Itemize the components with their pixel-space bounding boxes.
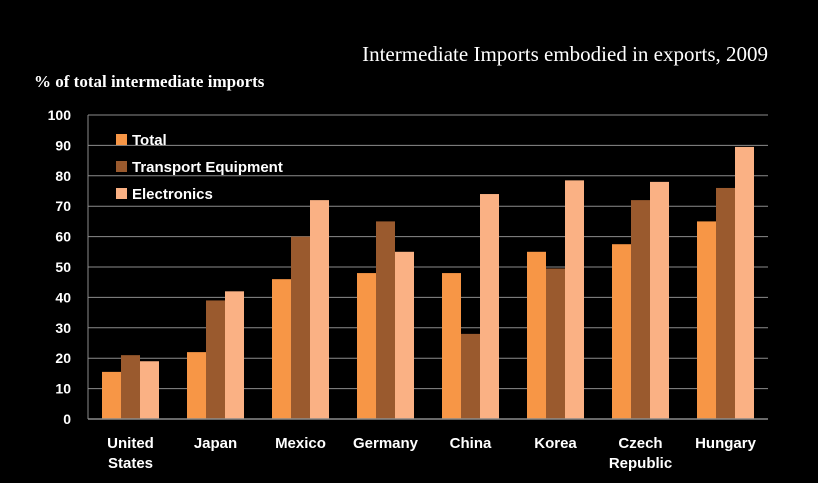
bar-transport-equipment-1: [206, 300, 225, 419]
chart-title: Intermediate Imports embodied in exports…: [362, 42, 768, 66]
bar-total-4: [442, 273, 461, 419]
y-axis-title: % of total intermediate imports: [34, 72, 265, 91]
bar-transport-equipment-3: [376, 221, 395, 419]
bar-transport-equipment-7: [716, 187, 735, 419]
bar-transport-equipment-4: [461, 333, 480, 419]
bar-transport-equipment-5: [546, 268, 565, 419]
x-tick-label: Hungary: [695, 435, 757, 452]
x-tick-label: Czech Republic: [609, 435, 672, 472]
legend-label: Electronics: [132, 186, 213, 203]
bar-total-6: [612, 244, 631, 419]
y-tick-label: 0: [63, 411, 71, 427]
x-tick-label: Mexico: [275, 435, 326, 452]
bar-electronics-7: [735, 146, 754, 420]
bars: [102, 146, 754, 420]
axes: [87, 115, 768, 420]
y-tick-label: 100: [48, 107, 72, 123]
bar-transport-equipment-0: [121, 355, 140, 419]
bar-total-7: [697, 221, 716, 419]
y-tick-label: 80: [55, 168, 71, 184]
legend-swatch: [116, 134, 127, 145]
x-tick-label: Germany: [353, 435, 419, 452]
y-tick-label: 90: [55, 137, 71, 153]
y-tick-label: 10: [55, 381, 71, 397]
x-tick-label: Korea: [534, 435, 577, 452]
bar-electronics-4: [480, 194, 499, 419]
y-tick-labels: 0 10 20 30 40 50 60 70 80 90 100: [48, 107, 72, 427]
bar-electronics-2: [310, 200, 329, 419]
bar-electronics-0: [140, 361, 159, 419]
bar-electronics-1: [225, 291, 244, 419]
legend-label: Transport Equipment: [132, 159, 283, 176]
bar-electronics-6: [650, 181, 669, 419]
bar-total-5: [527, 251, 546, 419]
x-tick-label: Japan: [194, 435, 237, 452]
bar-total-3: [357, 273, 376, 419]
bar-transport-equipment-6: [631, 200, 650, 419]
legend-swatch: [116, 188, 127, 199]
y-tick-label: 40: [55, 289, 71, 305]
x-tick-label: United States: [107, 435, 154, 472]
y-tick-label: 50: [55, 259, 71, 275]
x-tick-label: China: [450, 435, 492, 452]
bar-total-1: [187, 352, 206, 419]
y-tick-label: 60: [55, 229, 71, 245]
y-tick-label: 20: [55, 350, 71, 366]
y-tick-label: 70: [55, 198, 71, 214]
bar-total-2: [272, 279, 291, 419]
bar-electronics-3: [395, 251, 414, 419]
y-tick-label: 30: [55, 320, 71, 336]
legend: Total Transport Equipment Electronics: [116, 132, 283, 203]
legend-swatch: [116, 161, 127, 172]
x-tick-labels: United States Japan Mexico Germany China Korea…: [107, 435, 756, 472]
bar-electronics-5: [565, 180, 584, 419]
bar-total-0: [102, 371, 121, 419]
bar-transport-equipment-2: [291, 236, 310, 419]
legend-label: Total: [132, 132, 167, 149]
